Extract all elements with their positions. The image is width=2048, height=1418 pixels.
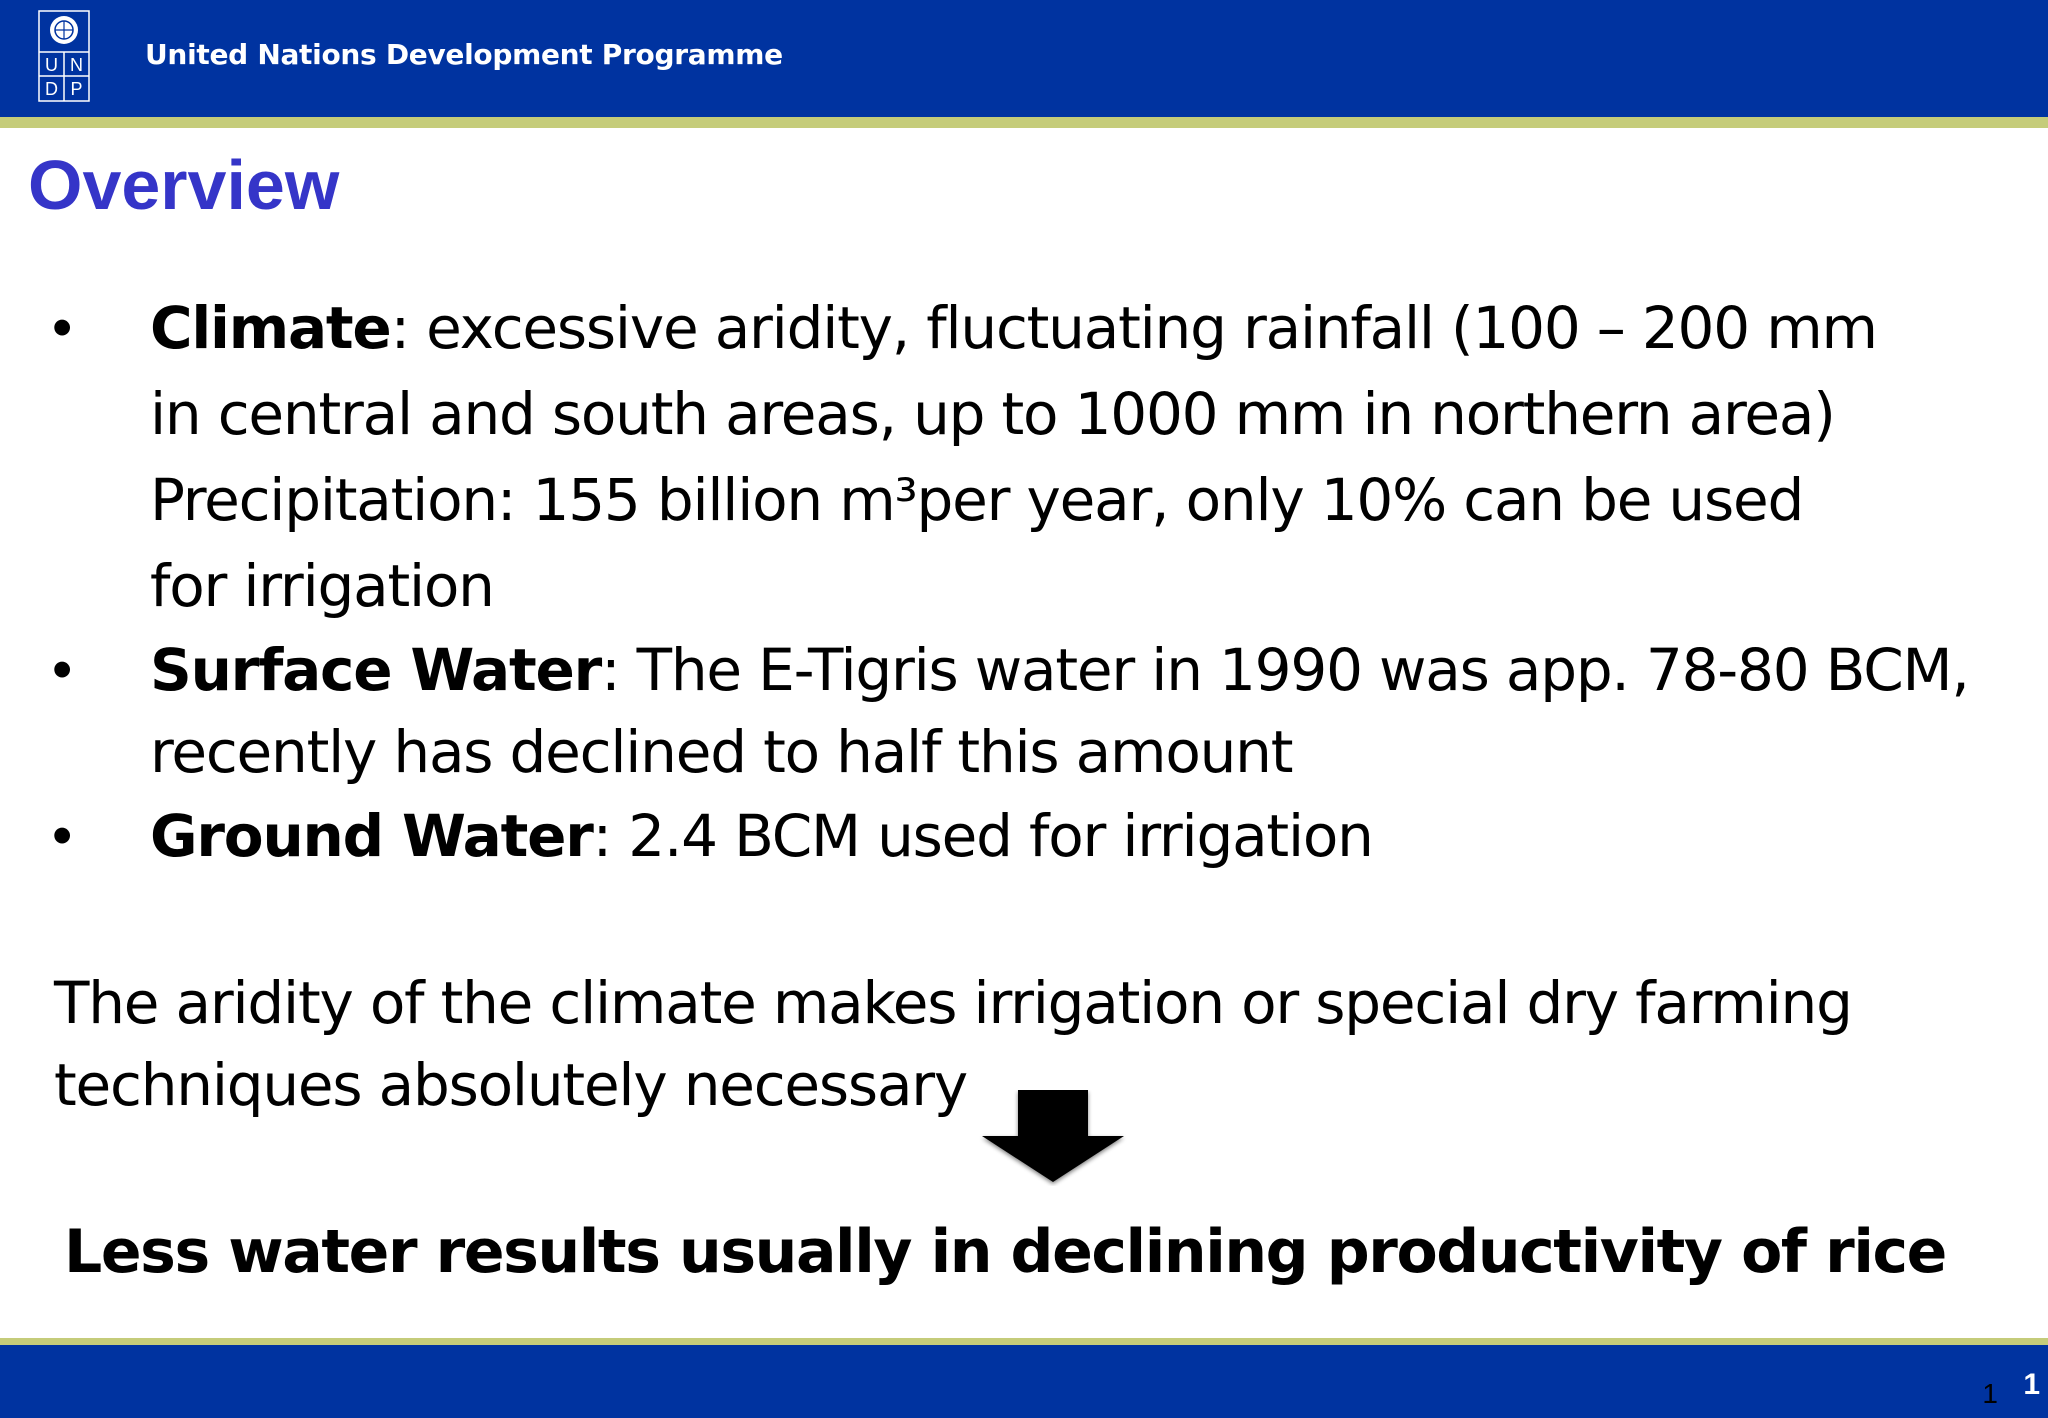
- slide-title: Overview: [28, 146, 340, 224]
- bullet-line: Precipitation: 155 billion m³per year, o…: [150, 466, 1804, 534]
- header-divider: [0, 117, 2048, 128]
- bullet-line: Climate: excessive aridity, fluctuating …: [150, 285, 2002, 371]
- bullet-list: • Climate: excessive aridity, fluctuatin…: [52, 285, 2002, 879]
- bullet-line: Ground Water: 2.4 BCM used for irrigatio…: [150, 793, 2002, 879]
- slide-number-inner: 1: [1982, 1378, 1998, 1409]
- footer-divider: [0, 1338, 2048, 1345]
- header-bar: U N D P United Nations Development Progr…: [0, 0, 2048, 117]
- bullet-text: : excessive aridity, fluctuating rainfal…: [390, 294, 1878, 362]
- logo-letter-d: D: [45, 79, 58, 99]
- slide-number: 1: [2023, 1368, 2040, 1401]
- organization-name: United Nations Development Programme: [145, 38, 783, 71]
- bullet-text: : The E-Tigris water in 1990 was app. 78…: [601, 636, 1970, 704]
- bullet-label: Surface Water: [150, 636, 602, 704]
- paragraph-line: The aridity of the climate makes irrigat…: [54, 969, 1853, 1037]
- bullet-icon: •: [52, 803, 72, 868]
- bullet-item-ground-water: • Ground Water: 2.4 BCM used for irrigat…: [52, 793, 2002, 879]
- bullet-text: : 2.4 BCM used for irrigation: [592, 802, 1374, 870]
- aridity-paragraph: The aridity of the climate makes irrigat…: [54, 962, 1954, 1126]
- bullet-line: Surface Water: The E-Tigris water in 199…: [150, 629, 2002, 711]
- bullet-label: Climate: [150, 294, 392, 362]
- un-emblem-logo: U N D P: [38, 10, 90, 102]
- down-arrow-icon: [982, 1090, 1124, 1182]
- bullet-icon: •: [52, 637, 72, 702]
- logo-letter-n: N: [70, 55, 83, 75]
- bullet-item-climate: • Climate: excessive aridity, fluctuatin…: [52, 285, 2002, 629]
- bullet-line: in central and south areas, up to 1000 m…: [150, 380, 1836, 448]
- bullet-line: recently has declined to half this amoun…: [150, 718, 1293, 786]
- footer-bar: [0, 1345, 2048, 1418]
- conclusion-statement: Less water results usually in declining …: [64, 1217, 1947, 1287]
- logo-letter-p: P: [70, 79, 82, 99]
- logo-letter-u: U: [45, 55, 58, 75]
- bullet-item-surface-water: • Surface Water: The E-Tigris water in 1…: [52, 629, 2002, 793]
- bullet-label: Ground Water: [150, 802, 594, 870]
- bullet-line: for irrigation: [150, 552, 495, 620]
- bullet-icon: •: [52, 295, 72, 360]
- paragraph-line: techniques absolutely necessary: [54, 1051, 968, 1119]
